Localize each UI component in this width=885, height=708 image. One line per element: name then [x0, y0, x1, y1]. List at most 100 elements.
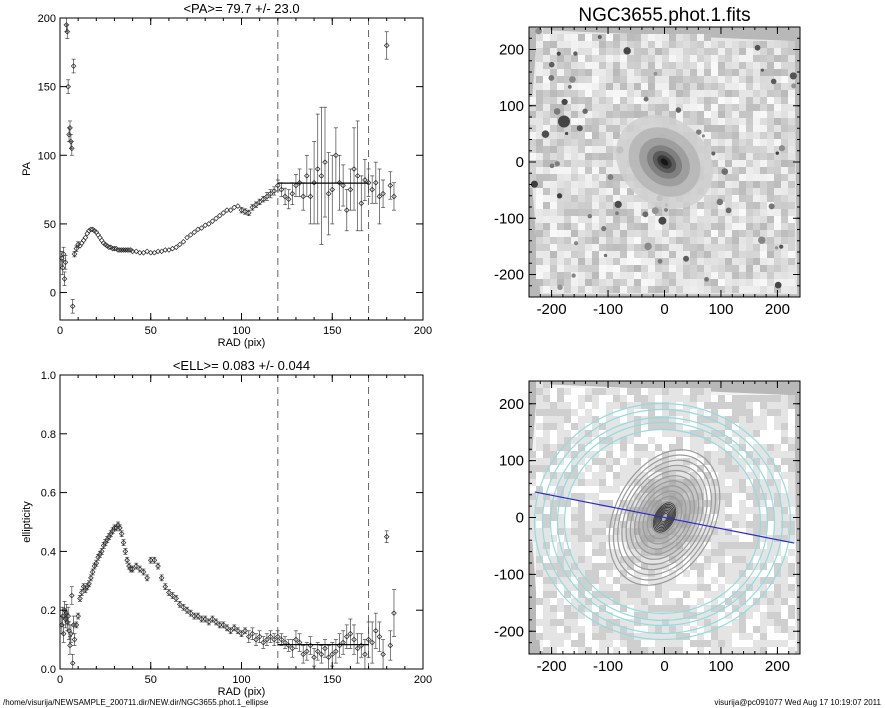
pixel-cell	[676, 633, 683, 640]
data-point	[304, 648, 310, 655]
pixel-cell	[578, 430, 585, 437]
pixel-cell	[753, 486, 760, 493]
pixel-cell	[536, 251, 543, 258]
pixel-cell	[669, 223, 676, 230]
pixel-cell	[571, 451, 578, 458]
pixel-cell	[606, 451, 613, 458]
pixel-cell	[606, 577, 613, 584]
pixel-cell	[592, 139, 599, 146]
pixel-cell	[606, 444, 613, 451]
pixel-cell	[620, 258, 627, 265]
pixel-cell	[697, 500, 704, 507]
pixel-cell	[599, 388, 606, 395]
pixel-cell	[599, 209, 606, 216]
pixel-cell	[662, 591, 669, 598]
pixel-cell	[697, 444, 704, 451]
pixel-cell	[543, 118, 550, 125]
pixel-cell	[781, 97, 788, 104]
pixel-cell	[592, 146, 599, 153]
pixel-cell	[760, 619, 767, 626]
pixel-cell	[753, 507, 760, 514]
pixel-cell	[585, 584, 592, 591]
data-point	[162, 583, 169, 590]
pixel-cell	[725, 76, 732, 83]
pixel-cell	[704, 486, 711, 493]
pixel-cell	[613, 563, 620, 570]
pixel-cell	[627, 514, 634, 521]
pixel-cell	[655, 402, 662, 409]
pixel-cell	[690, 640, 697, 647]
pixel-cell	[718, 395, 725, 402]
pixel-cell	[711, 139, 718, 146]
pixel-cell	[725, 563, 732, 570]
pixel-cell	[662, 556, 669, 563]
pixel-cell	[676, 90, 683, 97]
pixel-cell	[655, 549, 662, 556]
pixel-cell	[564, 493, 571, 500]
pixel-cell	[585, 34, 592, 41]
x-tick-label: 100	[708, 658, 733, 675]
pixel-cell	[760, 251, 767, 258]
pixel-cell	[648, 458, 655, 465]
pixel-cell	[711, 402, 718, 409]
pixel-cell	[529, 160, 536, 167]
pixel-cell	[543, 181, 550, 188]
pixel-cell	[536, 153, 543, 160]
pixel-cell	[718, 76, 725, 83]
pixel-cell	[564, 286, 571, 293]
pixel-cell	[627, 647, 634, 654]
pixel-cell	[578, 388, 585, 395]
pixel-cell	[718, 118, 725, 125]
pixel-cell	[718, 416, 725, 423]
pixel-cell	[788, 188, 795, 195]
pixel-cell	[767, 437, 774, 444]
pixel-cell	[599, 174, 606, 181]
pixel-cell	[774, 83, 781, 90]
pixel-cell	[683, 612, 690, 619]
pixel-cell	[788, 535, 795, 542]
pixel-cell	[564, 279, 571, 286]
y-tick-label: 0.8	[41, 429, 56, 441]
pixel-cell	[592, 472, 599, 479]
pixel-cell	[585, 500, 592, 507]
pixel-cell	[564, 90, 571, 97]
pixel-cell	[585, 388, 592, 395]
pixel-cell	[536, 542, 543, 549]
pixel-cell	[613, 451, 620, 458]
pixel-cell	[767, 472, 774, 479]
pixel-cell	[718, 598, 725, 605]
y-tick-label: 100	[38, 150, 56, 162]
pixel-cell	[704, 209, 711, 216]
pixel-cell	[613, 577, 620, 584]
pixel-cell	[620, 286, 627, 293]
pixel-cell	[732, 612, 739, 619]
pixel-cell	[585, 125, 592, 132]
data-point	[78, 589, 85, 596]
pixel-cell	[760, 535, 767, 542]
pixel-cell	[697, 577, 704, 584]
pixel-cell	[606, 146, 613, 153]
pixel-cell	[557, 556, 564, 563]
pixel-cell	[718, 577, 725, 584]
pixel-cell	[536, 244, 543, 251]
pixel-cell	[543, 202, 550, 209]
pixel-cell	[774, 472, 781, 479]
pixel-cell	[774, 458, 781, 465]
pixel-cell	[620, 430, 627, 437]
pixel-cell	[704, 223, 711, 230]
pixel-cell	[592, 104, 599, 111]
pixel-cell	[578, 640, 585, 647]
pixel-cell	[760, 486, 767, 493]
pixel-cell	[599, 423, 606, 430]
pixel-cell	[711, 423, 718, 430]
pixel-cell	[578, 416, 585, 423]
pixel-cell	[634, 388, 641, 395]
pixel-cell	[739, 62, 746, 69]
pixel-cell	[550, 430, 557, 437]
pixel-cell	[711, 577, 718, 584]
pixel-cell	[753, 251, 760, 258]
pixel-cell	[760, 188, 767, 195]
pixel-cell	[697, 619, 704, 626]
pixel-cell	[634, 528, 641, 535]
pixel-cell	[641, 216, 648, 223]
